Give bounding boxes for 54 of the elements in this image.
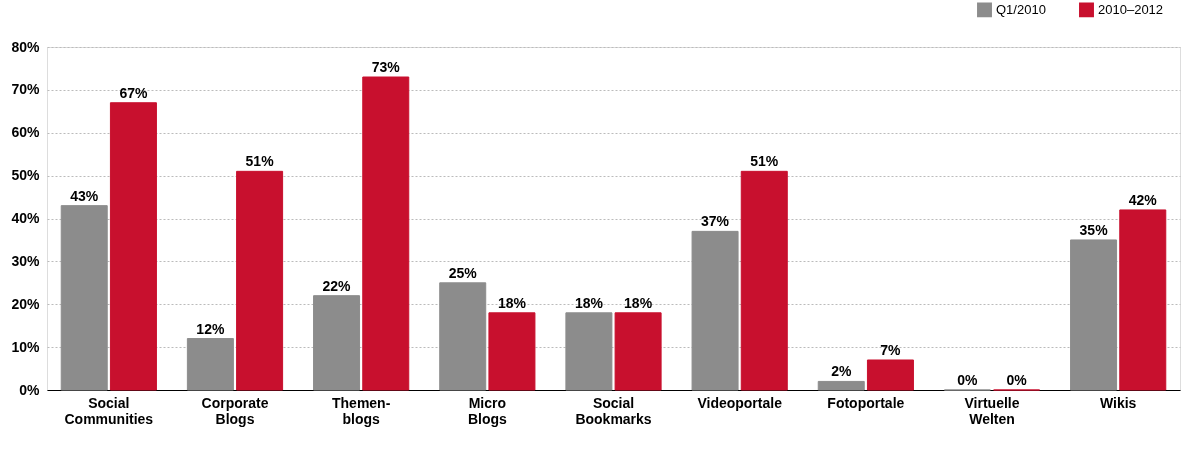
legend-label: 2010–2012	[1098, 1, 1164, 17]
data-label: 12%	[196, 320, 225, 337]
x-tick-label: Micro Blogs	[467, 394, 507, 427]
bar	[691, 230, 739, 391]
x-tick-label: Wikis	[1099, 394, 1137, 411]
bar	[236, 170, 284, 391]
data-label: 7%	[880, 341, 902, 358]
bar	[1119, 209, 1167, 391]
data-label: 18%	[624, 294, 653, 311]
data-label: 43%	[70, 187, 99, 204]
bar	[186, 338, 234, 391]
data-label: 0%	[957, 372, 979, 388]
bar	[488, 312, 536, 391]
x-tick-label: Fotoportale	[827, 394, 905, 411]
y-tick-label: 50%	[11, 167, 41, 184]
data-label: 25%	[448, 264, 478, 281]
data-label: 35%	[1079, 221, 1109, 238]
y-tick-label: 0%	[19, 381, 41, 398]
bar	[614, 312, 662, 391]
bar	[817, 380, 865, 391]
y-tick-label: 30%	[11, 252, 41, 269]
data-label: 18%	[497, 294, 527, 311]
bar	[60, 205, 108, 391]
legend-label: Q1/2010	[996, 1, 1046, 17]
x-tick-label: Virtuelle Welten	[964, 394, 1020, 427]
bar	[439, 282, 487, 391]
x-tick-label: Videoportale	[697, 394, 783, 411]
data-label: 37%	[701, 213, 730, 230]
x-tick-label: Social Communities	[64, 394, 154, 427]
bar	[866, 359, 914, 391]
data-label: 51%	[245, 153, 275, 170]
data-label: 18%	[574, 294, 604, 311]
y-tick-label: 60%	[11, 124, 41, 141]
y-tick-label: 40%	[11, 210, 41, 226]
y-tick-label: 80%	[11, 38, 41, 55]
data-label: 42%	[1128, 191, 1158, 208]
data-label: 67%	[119, 84, 148, 101]
y-tick-label: 70%	[11, 81, 41, 98]
y-tick-label: 10%	[11, 338, 41, 355]
x-tick-label: Social Bookmarks	[575, 394, 652, 427]
bar	[362, 76, 410, 391]
bar	[313, 295, 361, 391]
data-label: 2%	[831, 363, 852, 380]
data-label: 0%	[1006, 372, 1028, 388]
x-tick-label: Corporate Blogs	[201, 394, 269, 427]
bar	[565, 312, 613, 391]
data-label: 22%	[322, 277, 352, 294]
x-tick-label: Themen- blogs	[331, 394, 391, 427]
bar	[740, 170, 788, 391]
y-tick-label: 20%	[11, 295, 41, 312]
bar	[109, 102, 157, 391]
bar	[1070, 239, 1118, 391]
data-label: 51%	[750, 153, 779, 170]
data-label: 73%	[371, 59, 401, 76]
